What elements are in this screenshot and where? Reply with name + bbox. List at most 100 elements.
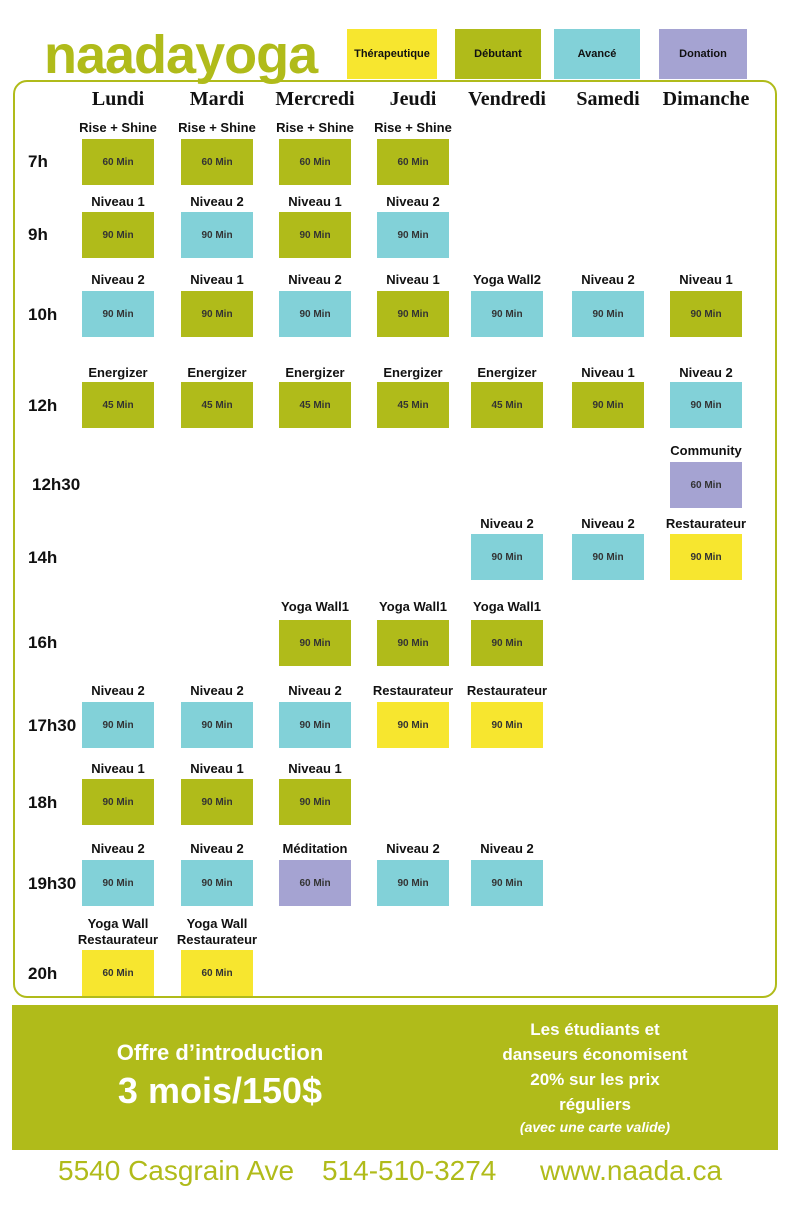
class-name: Yoga Wall Restaurateur [176, 916, 258, 947]
class-name: Rise + Shine [79, 120, 157, 135]
time-label-12h30: 12h30 [32, 475, 81, 494]
class-slot: 90 Min [82, 212, 154, 258]
legend-label: Avancé [577, 48, 617, 60]
time-label-17h30: 17h30 [28, 716, 77, 735]
promo-banner [12, 1005, 778, 1150]
day-header-lundi: Lundi [91, 88, 145, 110]
class-slot: 90 Min [670, 382, 742, 428]
class-name: Energizer [477, 365, 537, 380]
class-name: Niveau 2 [91, 841, 145, 856]
class-name: Niveau 2 [190, 194, 244, 209]
class-name: Energizer [383, 365, 443, 380]
class-slot: 90 Min [377, 291, 449, 337]
legend-avance: Avancé [554, 29, 640, 79]
class-name: Energizer [88, 365, 148, 380]
class-name: Restaurateur [665, 516, 747, 531]
class-slot: 90 Min [82, 779, 154, 825]
class-name: Yoga Wall1 [473, 599, 541, 614]
class-name: Restaurateur [466, 683, 548, 698]
student-note: (avec une carte valide) [519, 1119, 671, 1135]
time-label-20h: 20h [28, 964, 58, 983]
legend-donation: Donation [659, 29, 747, 79]
class-name: Niveau 2 [91, 272, 145, 287]
class-name: Energizer [187, 365, 247, 380]
class-name: Yoga Wall Restaurateur [77, 916, 159, 947]
class-name: Niveau 2 [480, 841, 534, 856]
class-name: Niveau 2 [91, 683, 145, 698]
class-name: Niveau 2 [581, 516, 635, 531]
day-header-dimanche: Dimanche [662, 88, 750, 110]
class-name: Niveau 1 [288, 761, 342, 776]
legend-label: Donation [679, 48, 727, 60]
class-slot: 45 Min [471, 382, 543, 428]
class-slot: 60 Min [377, 139, 449, 185]
time-label-18h: 18h [28, 793, 58, 812]
class-slot: 90 Min [377, 702, 449, 748]
class-name: Niveau 1 [581, 365, 635, 380]
class-name: Niveau 2 [190, 841, 244, 856]
class-slot: 90 Min [181, 702, 253, 748]
class-slot: 90 Min [670, 291, 742, 337]
class-name: Yoga Wall1 [281, 599, 349, 614]
class-name: Niveau 2 [679, 365, 733, 380]
class-name: Niveau 1 [91, 194, 145, 209]
offer-price: 3 mois/150$ [117, 1070, 323, 1111]
class-slot: 90 Min [471, 860, 543, 906]
class-name: Niveau 1 [91, 761, 145, 776]
class-name: Community [670, 443, 742, 458]
class-slot: 90 Min [377, 620, 449, 666]
day-header-vendredi: Vendredi [468, 88, 546, 110]
class-slot: 60 Min [670, 462, 742, 508]
class-slot: 90 Min [279, 291, 351, 337]
legend-therapeutique: Thérapeutique [347, 29, 437, 79]
class-name: Niveau 1 [386, 272, 440, 287]
student-line: danseurs économisent [502, 1045, 688, 1064]
class-name: Niveau 2 [190, 683, 244, 698]
class-slot: 90 Min [82, 291, 154, 337]
class-slot: 90 Min [181, 860, 253, 906]
class-slot: 90 Min [572, 382, 644, 428]
class-slot: 90 Min [670, 534, 742, 580]
class-name: Rise + Shine [276, 120, 354, 135]
class-name: Energizer [285, 365, 345, 380]
footer-website[interactable]: www.naada.ca [540, 1155, 723, 1186]
class-slot: 90 Min [279, 779, 351, 825]
class-name: Niveau 2 [581, 272, 635, 287]
legend-label: Débutant [474, 48, 522, 60]
footer-address: 5540 Casgrain Ave [58, 1155, 295, 1186]
day-header-jeudi: Jeudi [389, 88, 437, 110]
class-slot: 90 Min [471, 291, 543, 337]
footer-phone: 514-510-3274 [322, 1155, 497, 1186]
class-name: Rise + Shine [178, 120, 256, 135]
time-label-10h: 10h [28, 305, 58, 324]
time-label-14h: 14h [28, 548, 58, 567]
class-slot: 90 Min [377, 860, 449, 906]
class-name: Yoga Wall1 [379, 599, 447, 614]
day-header-samedi: Samedi [576, 88, 640, 110]
class-slot: 60 Min [82, 950, 154, 996]
student-line: Les étudiants et [530, 1020, 660, 1039]
schedule-frame [13, 80, 777, 998]
class-slot: 60 Min [181, 139, 253, 185]
time-label-16h: 16h [28, 633, 58, 652]
class-slot: 90 Min [181, 291, 253, 337]
class-slot: 90 Min [471, 620, 543, 666]
day-header-mercredi: Mercredi [275, 88, 355, 110]
class-name: Niveau 2 [288, 272, 342, 287]
legend-debutant: Débutant [455, 29, 541, 79]
legend-label: Thérapeutique [354, 48, 430, 60]
logo: naadayoga [44, 25, 318, 85]
class-slot: 90 Min [471, 534, 543, 580]
student-discount: Les étudiants et danseurs économisent 20… [460, 1017, 730, 1137]
class-name: Niveau 1 [288, 194, 342, 209]
class-slot: 90 Min [82, 860, 154, 906]
class-slot: 45 Min [82, 382, 154, 428]
class-slot: 45 Min [279, 382, 351, 428]
class-slot: 60 Min [181, 950, 253, 996]
class-slot: 45 Min [377, 382, 449, 428]
time-label-12h: 12h [28, 396, 58, 415]
class-name: Restaurateur [372, 683, 454, 698]
class-name: Niveau 2 [480, 516, 534, 531]
student-line: 20% sur les prix [530, 1070, 660, 1089]
class-slot: 90 Min [572, 291, 644, 337]
